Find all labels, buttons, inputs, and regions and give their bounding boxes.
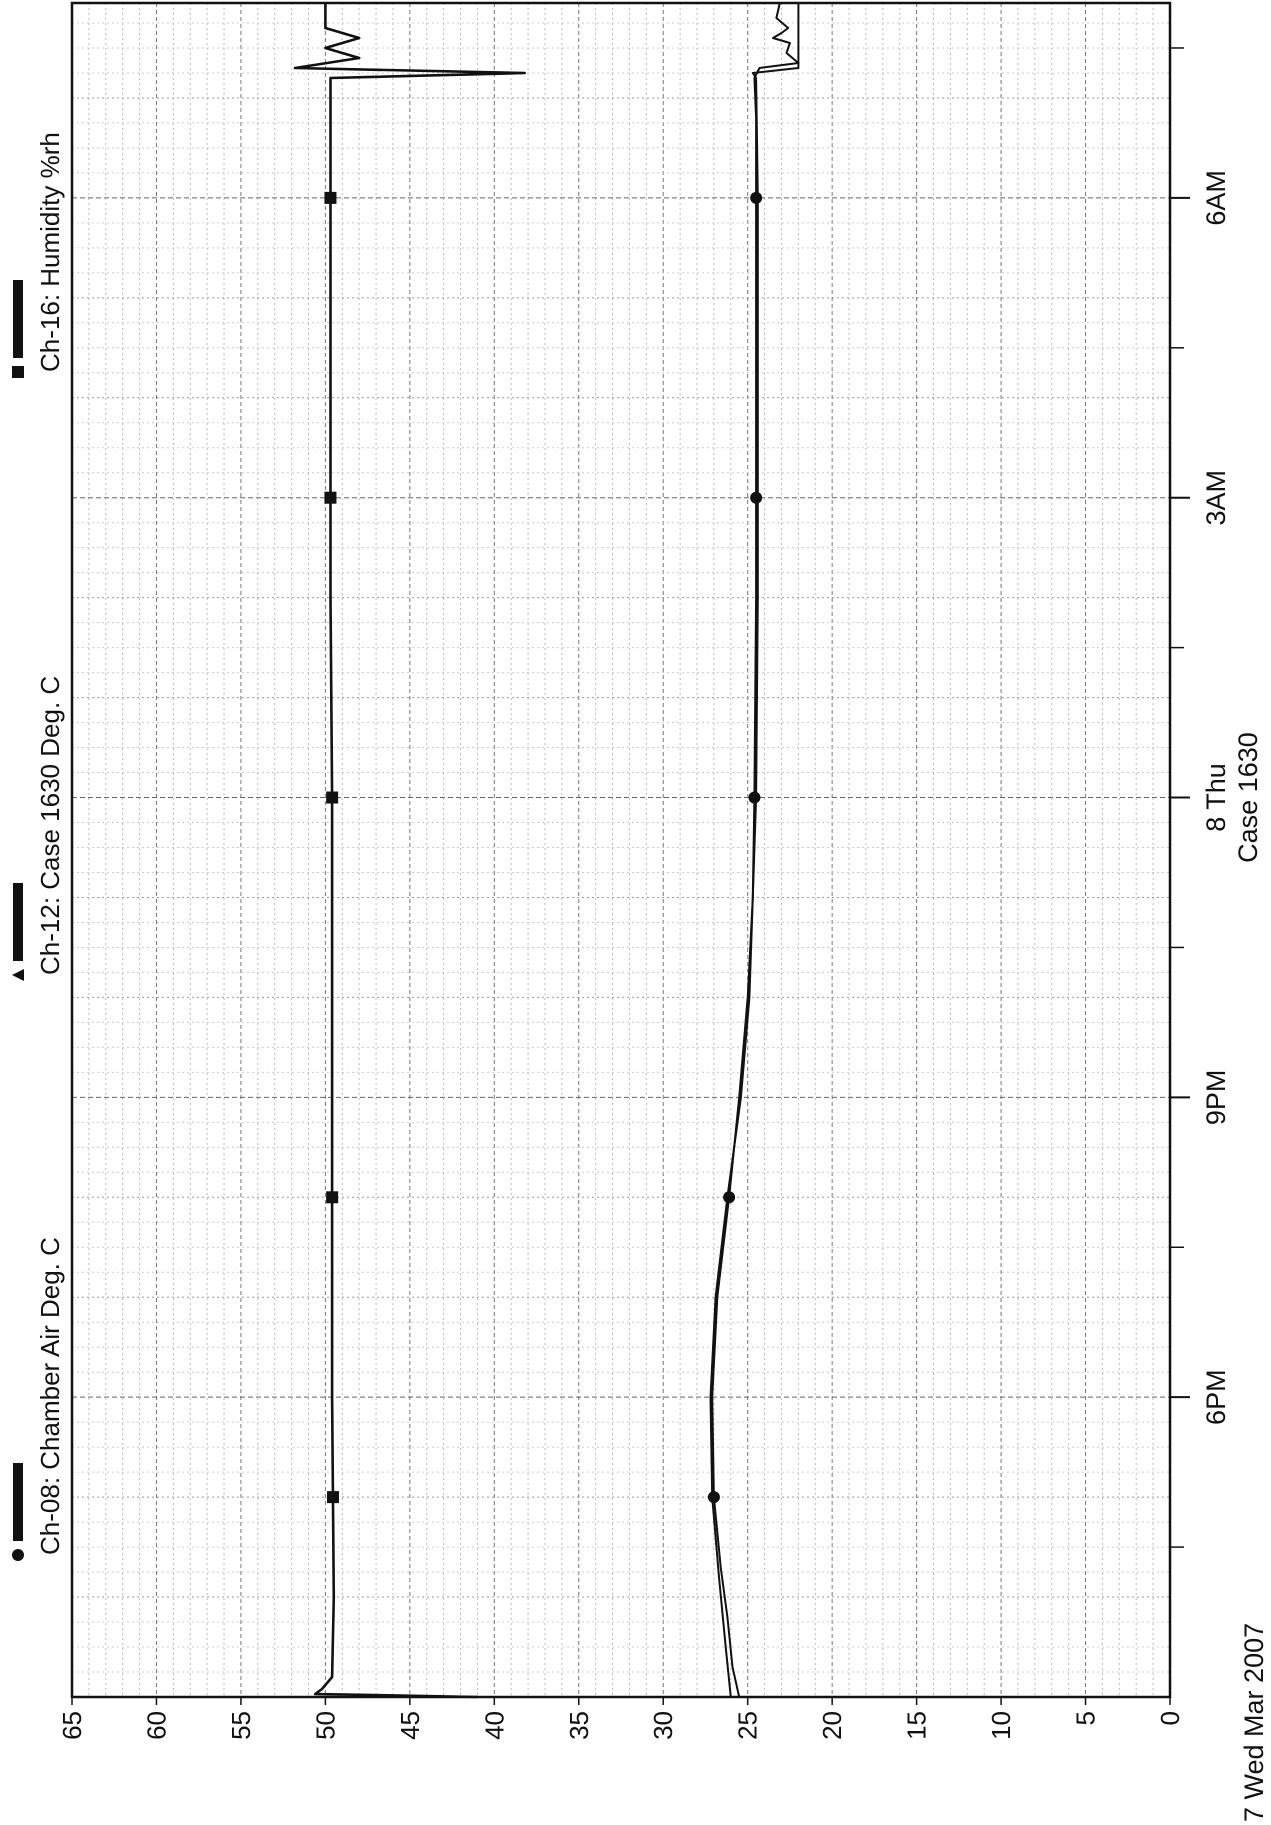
data-point-square — [326, 791, 339, 804]
data-point-circle — [707, 1491, 720, 1504]
legend-label: Ch-16: Humidity %rh — [35, 132, 65, 372]
series — [709, 3, 800, 1698]
plot-frame — [70, 1, 1172, 1699]
y-tick-label: 45 — [395, 1711, 425, 1740]
y-tick-label: 15 — [902, 1711, 932, 1740]
legend-item: Ch-12: Case 1630 Deg. C — [12, 676, 65, 981]
series-line — [709, 3, 800, 1698]
data-point-circle — [748, 791, 761, 804]
legend-label: Ch-08: Chamber Air Deg. C — [35, 1237, 65, 1555]
y-tick-label: 50 — [310, 1711, 340, 1740]
y-tick-label: 35 — [564, 1711, 594, 1740]
data-point-square — [324, 491, 337, 504]
data-point-circle — [750, 491, 763, 504]
legend-marker-circle — [12, 1549, 24, 1561]
y-tick-label: 0 — [1155, 1711, 1185, 1725]
x-axis-label: Case 1630 — [1233, 732, 1263, 863]
date-label: 7 Wed Mar 2007 — [1239, 1623, 1269, 1822]
legend-line — [13, 883, 23, 961]
grid — [72, 3, 1170, 1698]
y-tick-label: 65 — [57, 1711, 87, 1740]
legend-marker-triangle — [12, 969, 24, 981]
y-tick-label: 60 — [141, 1711, 171, 1740]
data-point-square — [324, 191, 337, 204]
series — [707, 2, 800, 1698]
legend-line — [13, 280, 23, 358]
y-tick-label: 25 — [733, 1711, 763, 1740]
data-point-circle — [723, 1191, 736, 1204]
data-point-square — [326, 1491, 339, 1504]
y-tick-label: 10 — [986, 1711, 1016, 1740]
y-tick-label: 5 — [1071, 1711, 1101, 1725]
data-point-square — [326, 1191, 339, 1204]
x-tick-label: 9PM — [1201, 1070, 1231, 1126]
y-tick-label: 20 — [817, 1711, 847, 1740]
x-tick-label: 8 Thu — [1201, 763, 1231, 832]
legend-item: Ch-16: Humidity %rh — [12, 132, 65, 378]
x-tick-label: 6PM — [1201, 1369, 1231, 1425]
legend-line — [13, 1463, 23, 1541]
x-tick-label: 6AM — [1201, 170, 1231, 226]
x-tick-label: 3AM — [1201, 470, 1231, 526]
legend-marker-square — [12, 366, 24, 378]
data-point-circle — [750, 191, 763, 204]
legend-label: Ch-12: Case 1630 Deg. C — [35, 676, 65, 975]
y-tick-label: 55 — [226, 1711, 256, 1740]
y-tick-label: 30 — [648, 1711, 678, 1740]
legend-item: Ch-08: Chamber Air Deg. C — [12, 1237, 65, 1561]
series — [293, 3, 526, 1699]
y-tick-label: 40 — [479, 1711, 509, 1740]
